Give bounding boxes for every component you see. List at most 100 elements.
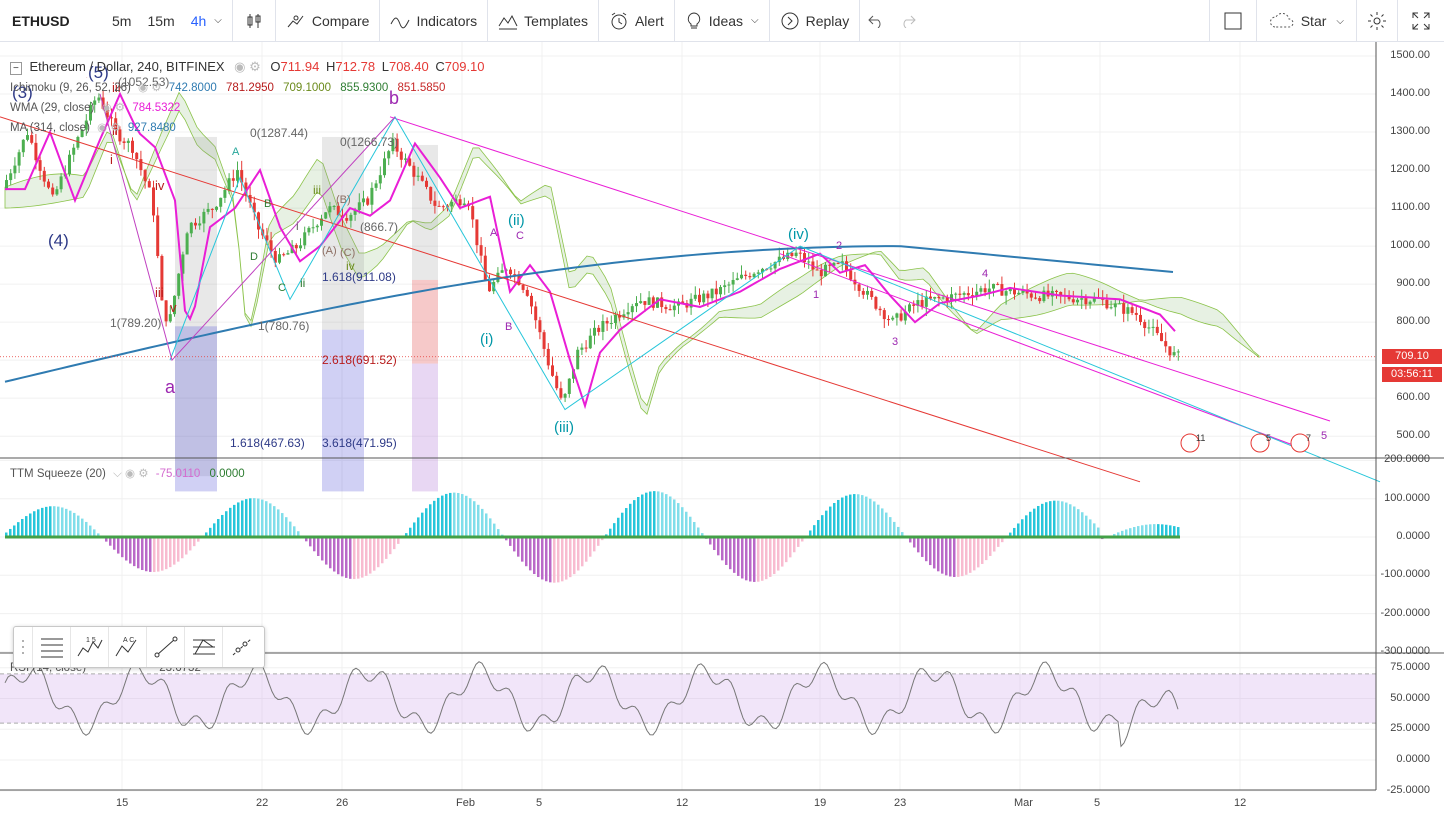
candle-body (1088, 301, 1092, 305)
ttm-bar (361, 537, 364, 578)
candle-body (681, 301, 685, 304)
trend-line-tool[interactable] (147, 627, 185, 667)
alert-button[interactable]: Alert (599, 0, 675, 42)
bar-style-button[interactable] (233, 0, 276, 42)
ttm-bar (721, 537, 724, 561)
compare-button[interactable]: Compare (276, 0, 381, 42)
ttm-bar (933, 537, 936, 569)
candle-body (958, 293, 962, 295)
ttm-bar (617, 517, 620, 537)
ray-tool[interactable] (223, 627, 260, 667)
ttm-bar (61, 507, 64, 537)
candle-body (404, 158, 407, 160)
ttm-bar (165, 537, 168, 570)
ttm-legend[interactable]: TTM Squeeze (20) ⌵ ◉ ⚙ -75.0110 0.0000 (10, 466, 245, 481)
ttm-bar (341, 537, 344, 577)
settings-button[interactable] (1357, 0, 1398, 42)
candle-body (1071, 299, 1075, 303)
ttm-bar (689, 516, 692, 537)
candle-body (567, 378, 571, 394)
ttm-bar (49, 506, 52, 537)
ttm-bar (977, 537, 980, 568)
rsi-line (0, 661, 1376, 748)
ichimoku-v2: 781.2950 (225, 82, 274, 94)
candle-body (429, 186, 433, 201)
time-tick-label: 5 (536, 797, 543, 809)
templates-button[interactable]: Templates (488, 0, 599, 42)
undo-button[interactable] (860, 0, 892, 42)
candle-body (441, 206, 445, 208)
wave-label: (iii) (554, 419, 574, 436)
ttm-bar (909, 537, 912, 543)
ichimoku-v1: 742.8000 (168, 82, 217, 94)
candle-body (916, 300, 920, 306)
undo-icon (868, 15, 881, 28)
ttm-bar (593, 537, 596, 552)
ttm-bar (465, 495, 468, 537)
ideas-button[interactable]: Ideas ⌵ (675, 0, 770, 42)
candle-body (1008, 288, 1012, 292)
candle-body (143, 170, 147, 182)
ttm-bar (173, 537, 176, 565)
candle-body (311, 227, 315, 229)
candle-body (395, 138, 399, 152)
fib-zone-gray (175, 136, 217, 477)
price-tick-label: 500.00 (1396, 429, 1430, 442)
wma-line (5, 91, 1176, 410)
fib-retracement-tool[interactable] (33, 627, 71, 667)
elliott-impulse-tool[interactable]: 1 5 (71, 627, 109, 667)
ttm-bar (573, 537, 576, 575)
grip-handle[interactable] (14, 627, 33, 667)
fib-extension-tool[interactable] (185, 627, 223, 667)
ttm-bar (449, 492, 452, 537)
ttm-bar (197, 537, 200, 542)
candle-body (521, 284, 525, 290)
ichimoku-legend[interactable]: Ichimoku (9, 26, 52, 26) ◉ ⚙ 742.8000 78… (10, 80, 445, 94)
ttm-bar (913, 537, 916, 548)
ttm-bar (685, 511, 688, 537)
ohlc-o-label: O (270, 59, 281, 74)
redo-button[interactable] (892, 0, 924, 42)
timeframe-4h[interactable]: 4h (190, 12, 207, 29)
replay-icon (781, 12, 799, 29)
wave-label: iii (112, 80, 121, 95)
legend-controls[interactable]: ◉ ⚙ (234, 59, 261, 74)
timeframe-group: 5m 15m 4h ⌵ (100, 0, 233, 42)
legend-controls[interactable]: ◉ ⚙ (101, 102, 126, 114)
collapse-icon[interactable]: − (10, 62, 22, 75)
flag-icon (1250, 433, 1270, 453)
fullscreen-button[interactable] (1208, 0, 1257, 42)
candle-body (215, 206, 218, 210)
chevron-down-icon[interactable]: ⌵ (214, 15, 222, 26)
ma-legend[interactable]: MA (314, close) ◉ ⚙ 927.8480 (10, 120, 176, 134)
ttm-bar (285, 517, 288, 537)
candle-body (1155, 326, 1159, 334)
expand-button[interactable] (1398, 0, 1444, 42)
symbol-search[interactable]: ETHUSD (0, 13, 100, 29)
ttm-bar (1053, 500, 1056, 537)
fib-label: 2.618(691.52) (322, 353, 397, 367)
elliott-correction-tool[interactable]: A C (109, 627, 147, 667)
ttm-bar (333, 537, 336, 572)
legend-controls[interactable]: ⌵ ◉ ⚙ (113, 468, 149, 480)
replay-button[interactable]: Replay (770, 0, 861, 42)
legend-controls[interactable]: ◉ ⚙ (138, 82, 162, 94)
ttm-bar (161, 537, 164, 571)
timeframe-5m[interactable]: 5m (112, 12, 132, 29)
ttm-bar (281, 513, 284, 537)
ttm-bar (41, 507, 44, 537)
wma-legend[interactable]: WMA (29, close) ◉ ⚙ 784.5322 (10, 100, 180, 114)
star-button[interactable]: Star ⌵ (1257, 0, 1357, 42)
indicators-button[interactable]: Indicators (380, 0, 489, 42)
ttm-bar (337, 537, 340, 575)
chart-canvas[interactable]: 0(1287.44) 0(1266.73) 1(789.20) 1(780.76) 1.… (0, 42, 1444, 816)
legend-controls[interactable]: ◉ ⚙ (97, 122, 121, 134)
ttm-bar (565, 537, 568, 580)
ttm-bar (429, 504, 432, 537)
ttm-bar (585, 537, 588, 562)
expand-icon (1412, 12, 1430, 30)
timeframe-15m[interactable]: 15m (147, 12, 175, 29)
ttm-bar (869, 498, 872, 537)
candle-body (139, 159, 143, 171)
wave-label: iii (313, 183, 321, 197)
